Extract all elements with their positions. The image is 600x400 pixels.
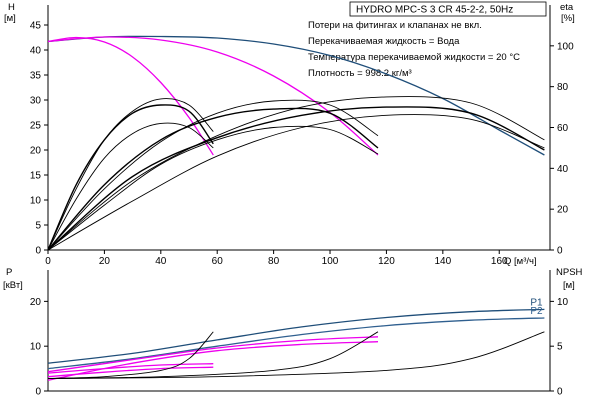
right-tick-label: 60 bbox=[557, 123, 569, 134]
x-tick-label: 60 bbox=[212, 256, 224, 267]
note-density: Плотность = 998.2 кг/м³ bbox=[308, 68, 412, 79]
title-box bbox=[349, 1, 547, 17]
x-tick-label: 20 bbox=[99, 256, 111, 267]
x-tick-label: 80 bbox=[268, 256, 280, 267]
left-tick-label: 35 bbox=[30, 71, 42, 82]
series-line-0-4 bbox=[47, 107, 379, 251]
right-tick-label: 10 bbox=[557, 297, 569, 308]
series-line-1-4 bbox=[47, 336, 379, 373]
x-tick-label: 160 bbox=[491, 256, 508, 267]
x-tick-label: 100 bbox=[322, 256, 339, 267]
left-tick-label: 30 bbox=[30, 96, 42, 107]
top-left-axis-symbol: H bbox=[8, 2, 15, 13]
bottom-right-axis-symbol: NPSH bbox=[556, 267, 583, 278]
left-tick-label: 5 bbox=[35, 221, 41, 232]
series-line-0-8 bbox=[47, 99, 379, 251]
series-line-0-3 bbox=[47, 104, 214, 251]
bottom-left-axis-symbol: P bbox=[6, 267, 12, 278]
top-left-axis-unit: [м] bbox=[4, 13, 16, 24]
top-right-axis-unit: [%] bbox=[561, 13, 575, 24]
left-tick-label: 45 bbox=[30, 21, 42, 32]
series-line-1-6 bbox=[47, 331, 214, 379]
left-tick-label: 10 bbox=[30, 342, 42, 353]
x-tick-label: 0 bbox=[45, 256, 51, 267]
series-line-0-10 bbox=[47, 96, 545, 251]
left-tick-label: 40 bbox=[30, 46, 42, 57]
left-tick-label: 20 bbox=[30, 297, 42, 308]
right-tick-label: 80 bbox=[557, 82, 569, 93]
right-tick-label: 0 bbox=[557, 246, 563, 257]
series-line-0-11 bbox=[47, 114, 545, 251]
bottom-left-axis-unit: [кВт] bbox=[3, 280, 23, 291]
series-line-1-8 bbox=[47, 331, 545, 379]
chart-title: HYDRO MPC-S 3 CR 45-2-2, 50Hz bbox=[356, 5, 513, 16]
bottom-right-axis-unit: [м] bbox=[563, 280, 575, 291]
note-liquid: Перекачиваемая жидкость = Вода bbox=[308, 36, 460, 47]
left-tick-label: 0 bbox=[35, 387, 41, 398]
series-name-label: P2 bbox=[530, 306, 543, 317]
left-tick-label: 25 bbox=[30, 121, 42, 132]
series-line-1-1 bbox=[47, 317, 545, 370]
series-line-0-9 bbox=[47, 125, 379, 251]
right-tick-label: 0 bbox=[557, 387, 563, 398]
note-temperature: Температура перекачиваемой жидкости = 20… bbox=[308, 52, 520, 63]
series-line-0-6 bbox=[47, 98, 214, 251]
top-right-axis-symbol: eta bbox=[560, 2, 574, 13]
left-tick-label: 20 bbox=[30, 146, 42, 157]
series-line-1-5 bbox=[47, 341, 379, 381]
series-line-1-0 bbox=[47, 308, 545, 364]
series-line-0-1 bbox=[47, 36, 214, 156]
series-name-label: P1 bbox=[530, 297, 543, 308]
left-tick-label: 10 bbox=[30, 196, 42, 207]
curves-layer bbox=[47, 35, 545, 381]
left-tick-label: 0 bbox=[35, 246, 41, 257]
x-tick-label: 140 bbox=[434, 256, 451, 267]
right-tick-label: 40 bbox=[557, 164, 569, 175]
series-line-0-7 bbox=[47, 122, 214, 251]
right-tick-label: 100 bbox=[557, 41, 574, 52]
x-tick-label: 40 bbox=[155, 256, 167, 267]
x-axis-label: Q [м³/ч] bbox=[504, 256, 537, 267]
right-tick-label: 20 bbox=[557, 205, 569, 216]
series-line-0-0 bbox=[47, 35, 545, 156]
series-line-0-5 bbox=[47, 106, 545, 251]
x-tick-label: 120 bbox=[378, 256, 395, 267]
series-line-1-2 bbox=[47, 363, 214, 374]
note-fittings: Потери на фитингах и клапанах не вкл. bbox=[308, 20, 482, 31]
right-tick-label: 5 bbox=[557, 342, 563, 353]
left-tick-label: 15 bbox=[30, 171, 42, 182]
